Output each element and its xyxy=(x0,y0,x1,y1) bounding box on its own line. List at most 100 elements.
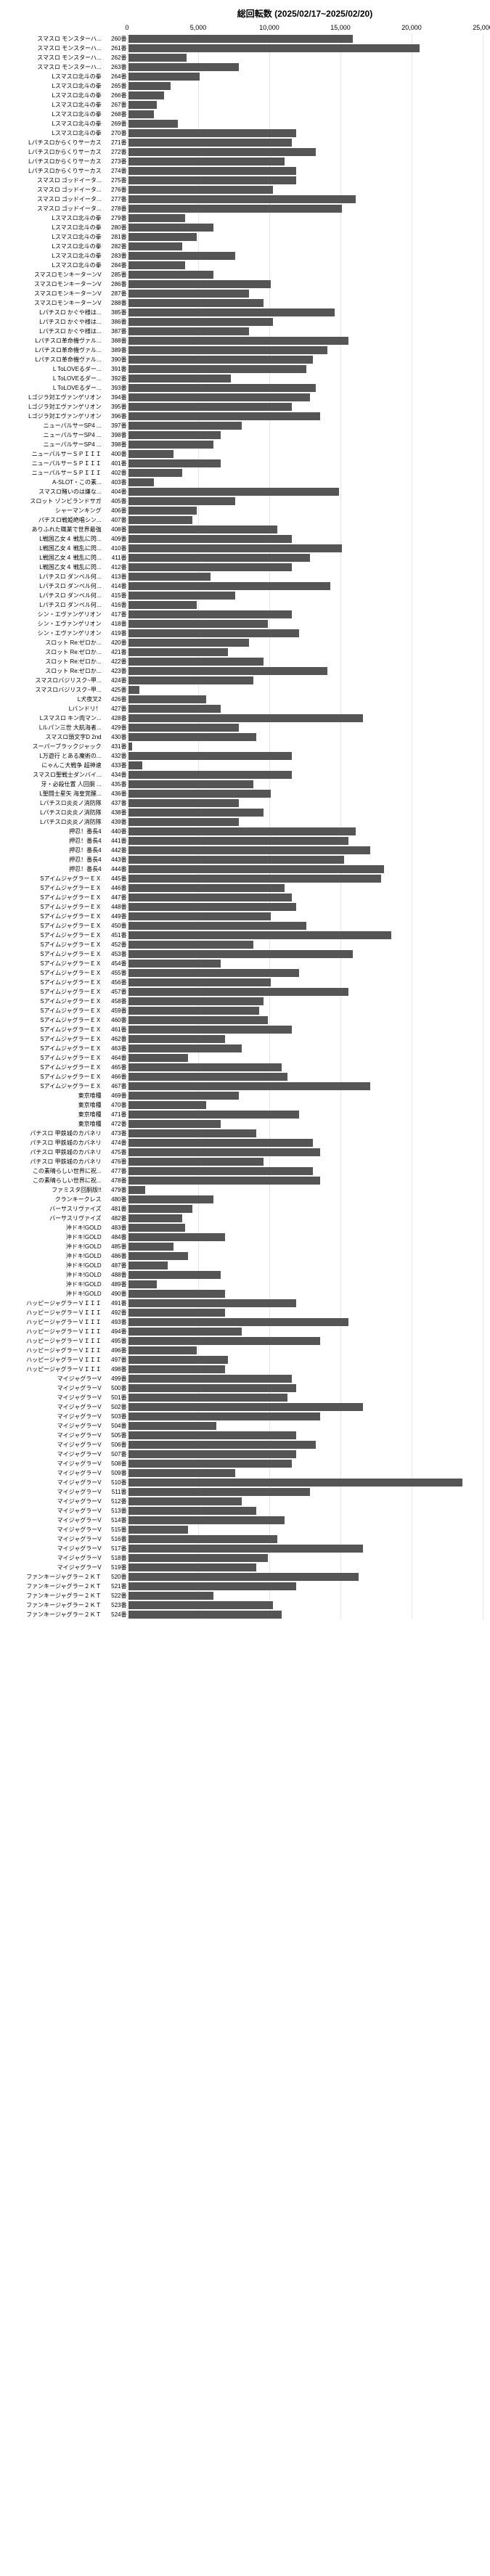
data-row: ハッピージャグラーＶＩＩＩ491番 xyxy=(7,1299,483,1308)
row-label: SアイムジャグラーＥＸ xyxy=(7,1082,103,1090)
bar xyxy=(128,1346,197,1354)
row-label: マイジャグラーV xyxy=(7,1563,103,1571)
bar xyxy=(128,903,296,911)
bar xyxy=(128,978,271,986)
bar xyxy=(128,1441,317,1449)
row-label: スマスロ モンスターハ... xyxy=(7,35,103,43)
row-number: 518番 xyxy=(103,1554,128,1562)
row-label: Lゴジラ対エヴァンゲリオン xyxy=(7,412,103,420)
data-row: SアイムジャグラーＥＸ445番 xyxy=(7,874,483,883)
row-label: スマスロモンキーターンV xyxy=(7,280,103,288)
data-row: 沖ドキ!GOLD484番 xyxy=(7,1232,483,1242)
data-row: Lパチスロ ダンベル何...413番 xyxy=(7,572,483,581)
row-number: 458番 xyxy=(103,997,128,1005)
bar xyxy=(128,393,311,401)
row-number: 280番 xyxy=(103,224,128,232)
row-number: 422番 xyxy=(103,658,128,666)
bar xyxy=(128,1035,225,1043)
row-number: 487番 xyxy=(103,1262,128,1269)
row-label: スマスロ ゴッドイータ... xyxy=(7,195,103,203)
row-number: 284番 xyxy=(103,261,128,269)
row-label: SアイムジャグラーＥＸ xyxy=(7,988,103,996)
row-number: 411番 xyxy=(103,554,128,562)
data-row: スマスロ ゴッドイータ...278番 xyxy=(7,204,483,213)
row-number: 276番 xyxy=(103,186,128,194)
bar xyxy=(128,1592,214,1600)
row-number: 396番 xyxy=(103,412,128,420)
row-number: 433番 xyxy=(103,761,128,769)
row-label: シン・エヴァンゲリオン xyxy=(7,610,103,618)
row-number: 414番 xyxy=(103,582,128,590)
bar xyxy=(128,592,235,600)
data-row: スマスロ ゴッドイータ...276番 xyxy=(7,185,483,195)
row-number: 513番 xyxy=(103,1507,128,1515)
row-number: 403番 xyxy=(103,478,128,486)
data-row: パチスロ 甲鉄城のカバネリ476番 xyxy=(7,1157,483,1166)
row-number: 464番 xyxy=(103,1054,128,1062)
row-label: マイジャグラーV xyxy=(7,1431,103,1439)
bar xyxy=(128,403,292,411)
row-label: SアイムジャグラーＥＸ xyxy=(7,884,103,892)
row-label: ありふれた職業で世界最強 xyxy=(7,526,103,533)
row-number: 268番 xyxy=(103,110,128,118)
row-number: 485番 xyxy=(103,1243,128,1251)
bar xyxy=(128,1601,274,1609)
data-row: Lパチスロ炎炎ノ消防隊437番 xyxy=(7,798,483,808)
row-number: 523番 xyxy=(103,1601,128,1609)
row-number: 267番 xyxy=(103,101,128,109)
data-row: スマスロモンキーターンV286番 xyxy=(7,279,483,289)
row-number: 385番 xyxy=(103,308,128,316)
data-row: マイジャグラーV510番 xyxy=(7,1478,483,1487)
row-label: マイジャグラーV xyxy=(7,1497,103,1505)
row-number: 416番 xyxy=(103,601,128,609)
data-row: SアイムジャグラーＥＸ453番 xyxy=(7,949,483,959)
row-label: 東京喰種 xyxy=(7,1120,103,1128)
row-label: L戦国乙女４ 戦乱に閃... xyxy=(7,544,103,552)
data-row: Lパチスロ かぐや様は...385番 xyxy=(7,308,483,317)
data-row: Lスマスロ北斗の拳279番 xyxy=(7,213,483,223)
axis-tick-label: 20,000 xyxy=(401,24,422,31)
row-label: L聖闘士星矢 海皇覚醒... xyxy=(7,790,103,798)
data-row: 東京喰種472番 xyxy=(7,1119,483,1129)
row-number: 398番 xyxy=(103,441,128,449)
bar xyxy=(128,1111,299,1119)
row-label: SアイムジャグラーＥＸ xyxy=(7,922,103,930)
data-row: Lパチスロからくりサーカス274番 xyxy=(7,166,483,176)
row-number: 442番 xyxy=(103,846,128,854)
row-label: L ToLOVEるダー... xyxy=(7,365,103,373)
row-label: SアイムジャグラーＥＸ xyxy=(7,1073,103,1081)
bar xyxy=(128,837,349,845)
bar xyxy=(128,1403,363,1411)
row-label: スーパーブラックジャック xyxy=(7,743,103,751)
row-label: SアイムジャグラーＥＸ xyxy=(7,931,103,939)
data-row: Lスマスロ北斗の拳270番 xyxy=(7,128,483,138)
row-label: ニューパルサーSP4 ... xyxy=(7,441,103,449)
data-row: SアイムジャグラーＥＸ458番 xyxy=(7,997,483,1006)
row-label: Lスマスロ北斗の拳 xyxy=(7,82,103,90)
row-label: L戦国乙女４ 戦乱に閃... xyxy=(7,554,103,562)
data-row: スマスロ ゴッドイータ...275番 xyxy=(7,176,483,185)
bar xyxy=(128,1271,221,1279)
bar xyxy=(128,960,221,968)
bar xyxy=(128,1243,174,1251)
bar xyxy=(128,214,185,222)
data-row: L ToLOVEるダー...391番 xyxy=(7,364,483,374)
data-row: Lパチスロ炎炎ノ消防隊439番 xyxy=(7,817,483,827)
row-label: ニューパルサーＳＰＩＩＩ xyxy=(7,469,103,477)
bar xyxy=(128,667,327,675)
row-number: 453番 xyxy=(103,950,128,958)
data-row: SアイムジャグラーＥＸ464番 xyxy=(7,1053,483,1063)
data-row: SアイムジャグラーＥＸ447番 xyxy=(7,893,483,902)
bar xyxy=(128,1431,296,1439)
data-row: ニューパルサーＳＰＩＩＩ401番 xyxy=(7,459,483,468)
data-row: マイジャグラーV507番 xyxy=(7,1449,483,1459)
row-number: 480番 xyxy=(103,1195,128,1203)
row-number: 275番 xyxy=(103,176,128,184)
row-number: 449番 xyxy=(103,912,128,920)
bar xyxy=(128,922,306,930)
bar xyxy=(128,1384,296,1392)
bar xyxy=(128,790,271,798)
data-row: Lゴジラ対エヴァンゲリオン395番 xyxy=(7,402,483,412)
data-row: Lパチスロからくりサーカス272番 xyxy=(7,147,483,157)
data-row: マイジャグラーV509番 xyxy=(7,1468,483,1478)
